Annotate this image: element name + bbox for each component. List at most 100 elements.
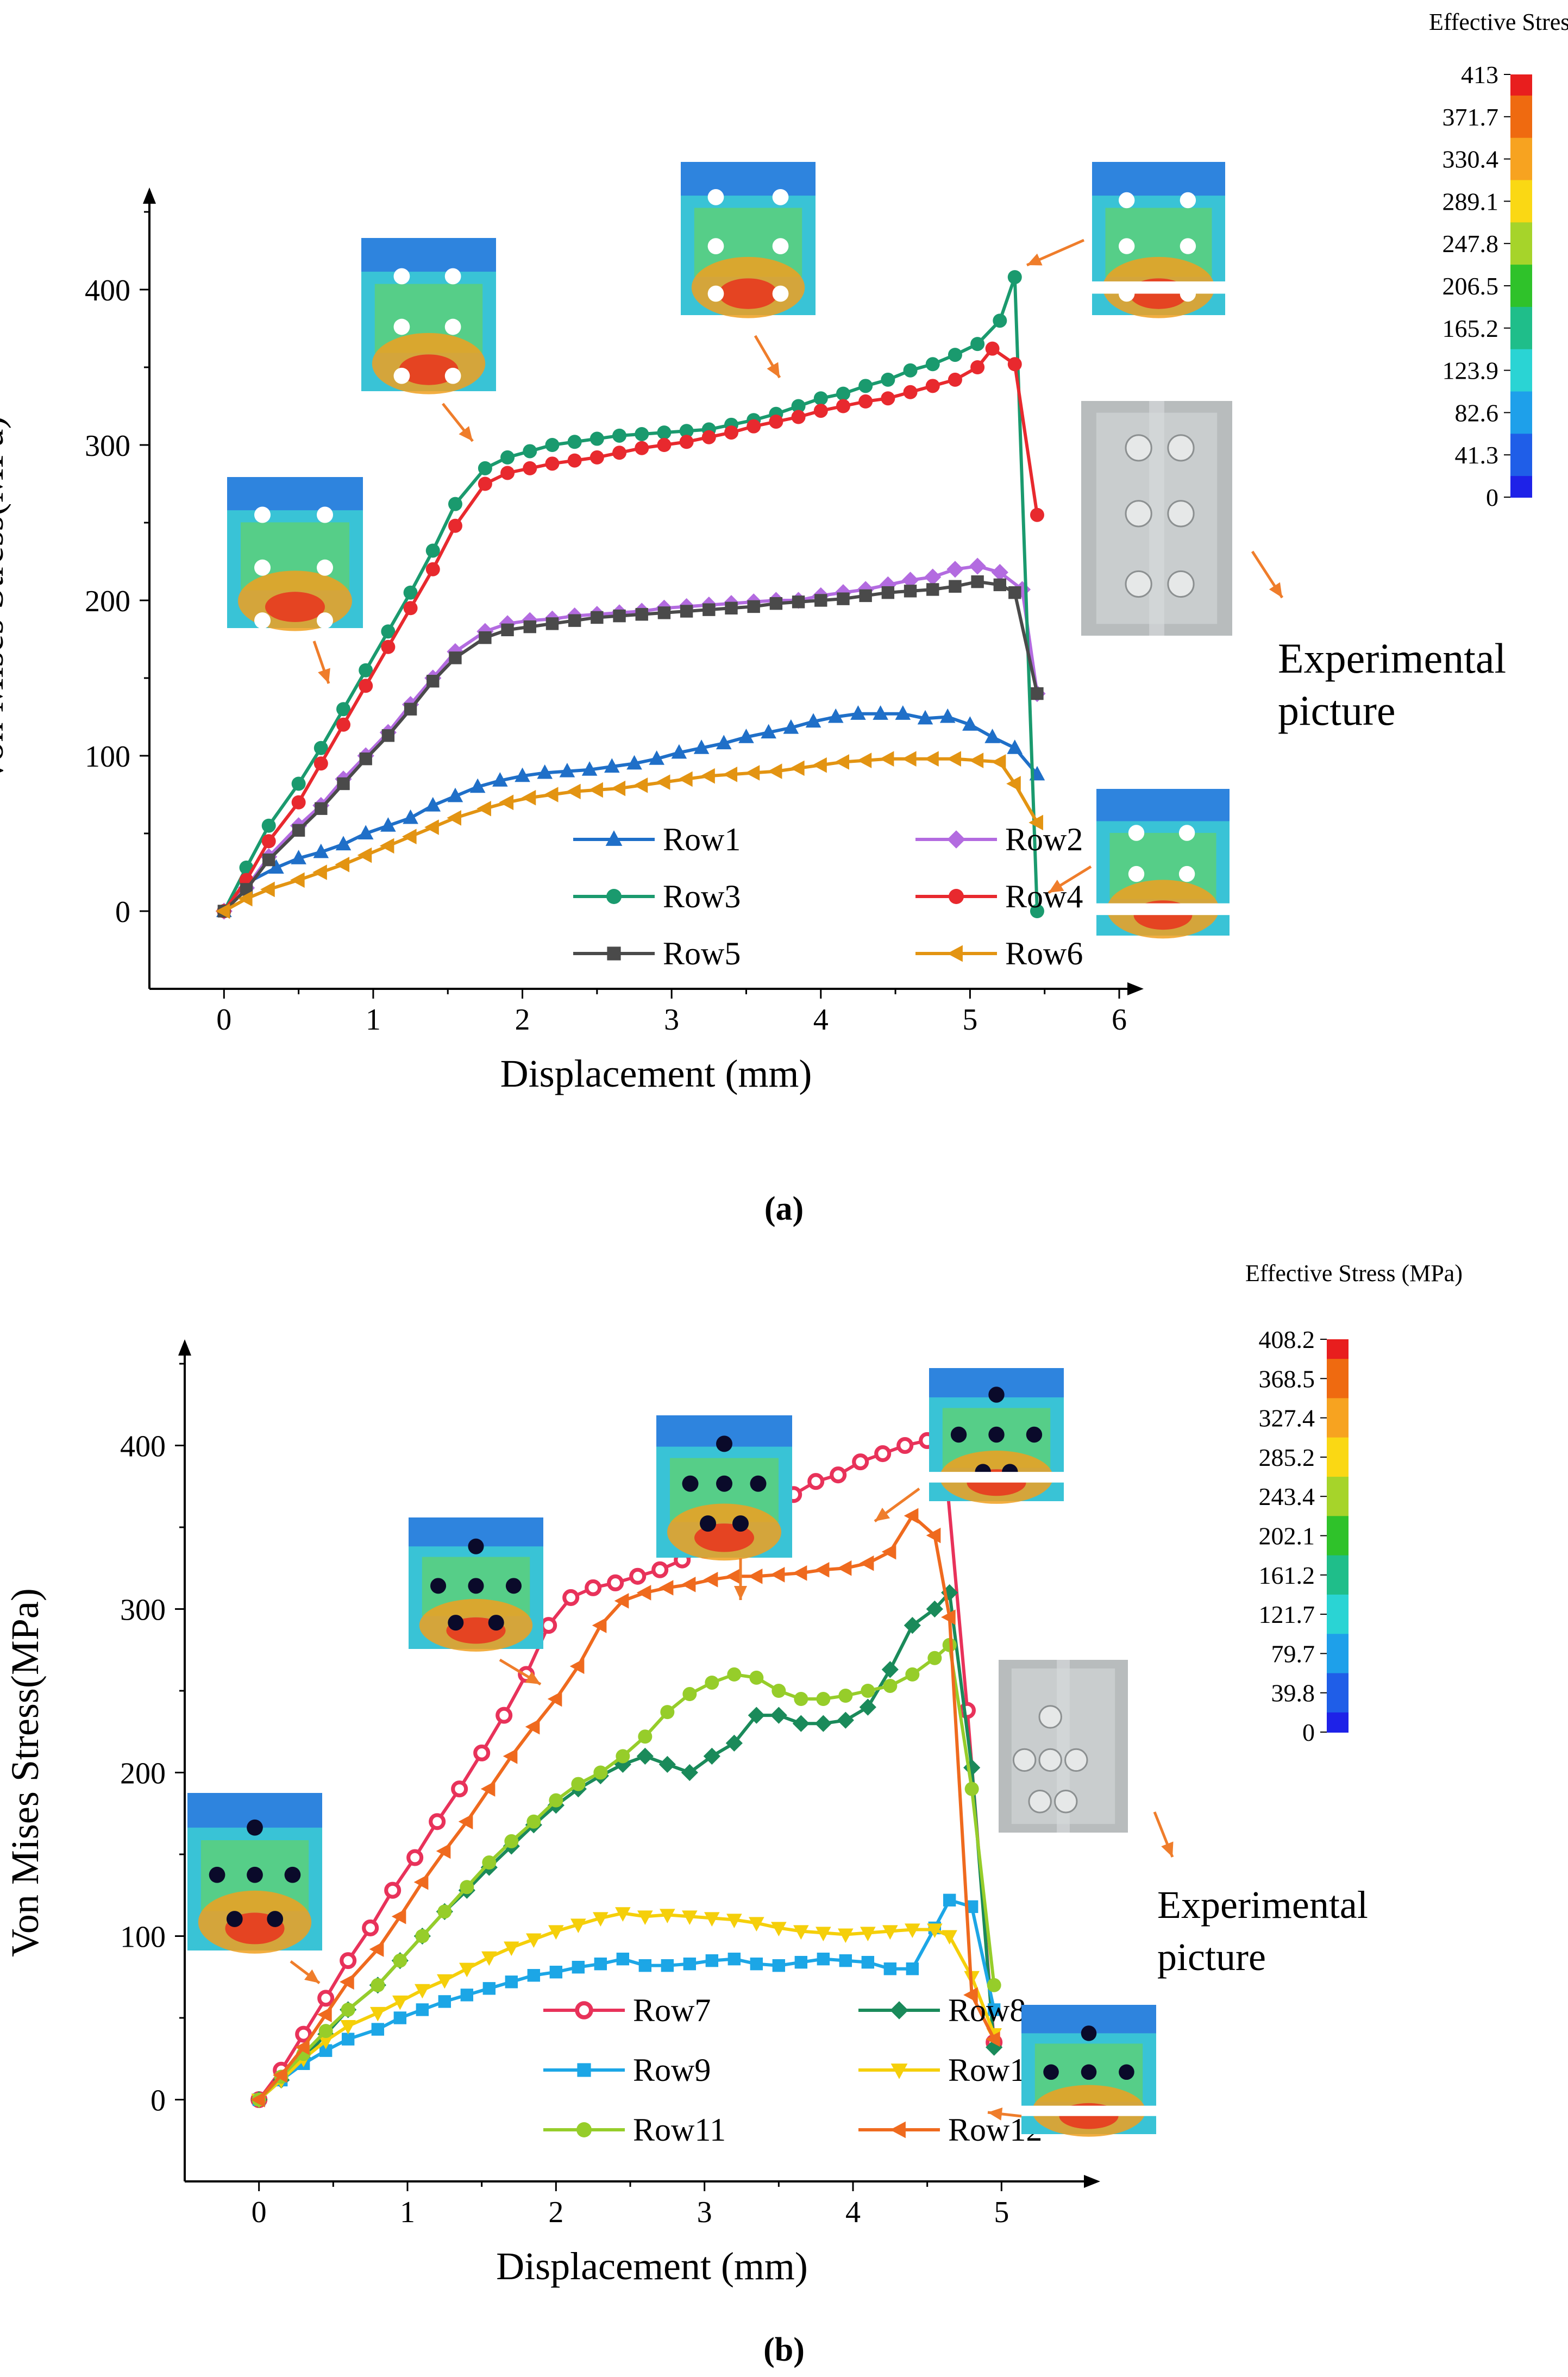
data-point-row6: [969, 752, 984, 768]
colorbar-segment: [1327, 1653, 1349, 1674]
data-point-row6: [745, 765, 760, 781]
data-point-row6: [566, 783, 581, 800]
data-point-row8: [859, 1698, 876, 1716]
data-point-row12: [636, 1585, 651, 1601]
data-point-row6: [655, 774, 670, 790]
x-tick-label: 1: [400, 2196, 415, 2229]
data-point-row4: [500, 466, 515, 480]
data-point-row11: [964, 1782, 979, 1796]
data-point-row9: [638, 1959, 652, 1972]
legend-label-row3: Row3: [663, 879, 741, 914]
series-row3: [217, 270, 1044, 918]
data-point-row4: [589, 450, 604, 465]
data-point-row11: [838, 1689, 853, 1703]
data-point-row7: [496, 1707, 513, 1724]
data-point-row9: [861, 1955, 875, 1969]
data-point-row12: [250, 2092, 265, 2108]
colorbar-segment: [1510, 370, 1532, 392]
legend-item-row7: Row7: [543, 1992, 711, 2028]
series-row8: [250, 1584, 1003, 2109]
data-point-row1: [917, 710, 933, 725]
data-point-row5: [427, 675, 440, 688]
data-point-row9: [594, 1957, 607, 1971]
fea-inset-10: [1021, 2005, 1156, 2137]
data-point-row3: [993, 313, 1007, 328]
fea-inset-8: [656, 1415, 792, 1561]
data-point-row3: [425, 543, 440, 558]
colorbar-segment: [1510, 391, 1532, 413]
data-point-row5: [881, 586, 895, 599]
data-point-row3: [291, 776, 306, 791]
data-point-row4: [1030, 507, 1044, 522]
x-tick-label: 6: [1112, 1003, 1127, 1037]
data-point-row7: [852, 1453, 869, 1471]
data-point-row6: [812, 757, 827, 773]
data-point-row12: [547, 1691, 562, 1707]
series-line-row7: [258, 1439, 996, 2101]
data-point-row1: [850, 705, 866, 720]
data-point-row12: [837, 1560, 852, 1576]
data-point-row9: [727, 1952, 741, 1966]
data-point-row5: [680, 605, 693, 618]
legend-marker-row7: [575, 2001, 593, 2019]
data-point-row6: [290, 872, 305, 888]
data-point-row3: [881, 372, 895, 387]
data-point-row7: [340, 1952, 357, 1970]
colorbar-segment: [1327, 1339, 1349, 1360]
pointer-arrow-7: [290, 1960, 321, 1984]
data-point-row5: [993, 578, 1007, 592]
data-point-row12: [317, 2006, 332, 2023]
data-point-row1: [671, 744, 687, 759]
colorbar-segment: [1327, 1516, 1349, 1536]
data-point-row5: [315, 802, 328, 815]
fea-inset-5: [1096, 789, 1230, 939]
data-point-row4: [359, 679, 373, 693]
data-point-row6: [678, 771, 693, 787]
data-point-row5: [904, 585, 917, 598]
data-point-row11: [616, 1749, 630, 1764]
colorbar-title: Effective Stress (MPa): [1429, 9, 1568, 35]
data-point-row1: [357, 825, 374, 840]
data-point-row1: [738, 729, 754, 743]
data-point-row7: [651, 1561, 669, 1578]
data-point-row7: [585, 1579, 602, 1596]
data-point-row5: [926, 583, 939, 596]
data-point-row4: [985, 341, 1000, 356]
pointer-arrow-3: [754, 335, 781, 379]
data-point-row10: [726, 1914, 742, 1928]
data-point-row9: [505, 1975, 518, 1989]
data-point-row12: [725, 1569, 741, 1584]
data-point-row1: [716, 735, 732, 750]
data-point-row6: [700, 768, 715, 784]
data-point-row11: [727, 1667, 742, 1682]
data-point-row4: [769, 415, 783, 429]
data-point-row3: [359, 663, 373, 678]
data-point-row5: [479, 631, 492, 644]
data-point-row7: [451, 1780, 468, 1798]
data-point-row12: [340, 1974, 354, 1990]
colorbar-segment: [1327, 1692, 1349, 1713]
fea-inset-6: [187, 1793, 322, 1954]
colorbar-label: 0: [1486, 484, 1498, 511]
data-point-row11: [682, 1687, 697, 1702]
data-point-row11: [861, 1684, 875, 1698]
data-point-row9: [883, 1962, 897, 1975]
data-point-row9: [839, 1954, 852, 1967]
data-point-row1: [291, 850, 306, 864]
data-point-row4: [425, 562, 440, 576]
data-point-row10: [637, 1910, 653, 1925]
data-point-row4: [291, 795, 306, 810]
data-point-row11: [660, 1705, 675, 1720]
colorbar-segment: [1510, 349, 1532, 371]
data-point-row11: [318, 2024, 333, 2039]
colorbar-segment: [1327, 1437, 1349, 1458]
legend-label-row2: Row2: [1005, 821, 1083, 857]
data-point-row1: [515, 767, 530, 782]
series-line-row9: [258, 1898, 996, 2101]
colorbar-segment: [1510, 180, 1532, 202]
pointer-arrow-9: [734, 1558, 747, 1600]
data-point-row4: [261, 834, 276, 849]
data-point-row6: [357, 847, 372, 863]
data-point-row6: [312, 864, 327, 880]
data-point-row4: [881, 391, 895, 406]
